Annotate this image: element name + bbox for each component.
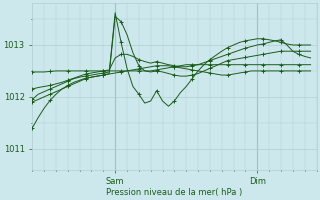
X-axis label: Pression niveau de la mer( hPa ): Pression niveau de la mer( hPa )	[106, 188, 243, 197]
